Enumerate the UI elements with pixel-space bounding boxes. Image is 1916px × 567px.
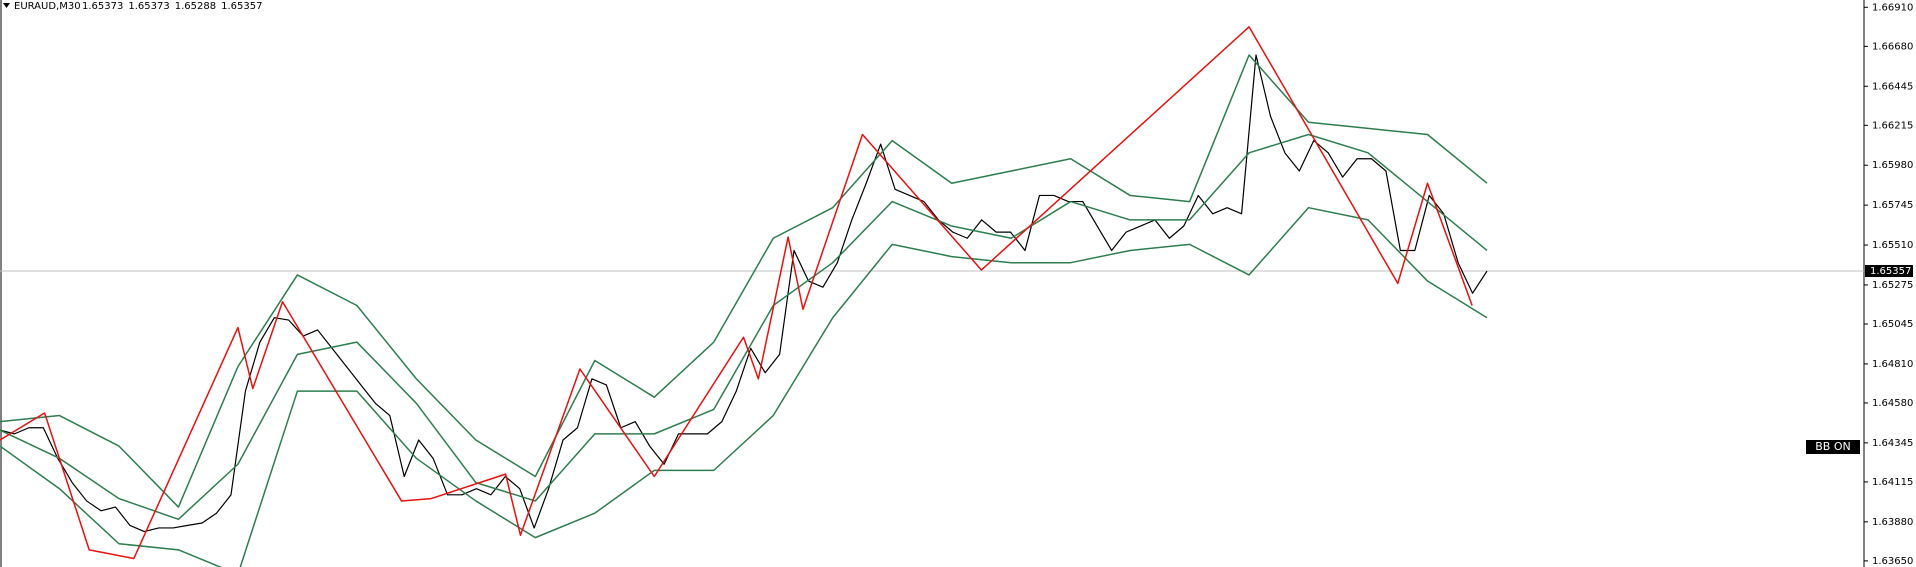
y-tick-label: 1.63880 — [1872, 517, 1913, 528]
y-tick-label: 1.64810 — [1872, 359, 1913, 370]
y-tick-label: 1.65510 — [1872, 240, 1913, 251]
axis-labels: 1.66910 1.66680 1.66445 1.66215 1.65980 1.657… — [1806, 2, 1913, 567]
bollinger-band — [0, 133, 1488, 521]
ohlc-header: 1.65373 1.65373 1.65288 1.65357 — [82, 1, 262, 12]
y-tick-label: 1.65745 — [1872, 200, 1913, 211]
y-tick-label: 1.65980 — [1872, 160, 1913, 171]
indicator-label: BB ON — [1815, 440, 1850, 453]
y-tick-label: 1.66445 — [1872, 81, 1913, 92]
y-tick-label: 1.66910 — [1872, 2, 1913, 13]
bollinger-band — [0, 54, 1488, 508]
price-line — [0, 54, 1488, 533]
y-tick-label: 1.65045 — [1872, 319, 1913, 330]
ohlc-value: 1.65357 — [221, 1, 262, 12]
ohlc-value: 1.65373 — [128, 1, 169, 12]
zigzag-line — [0, 26, 1473, 560]
y-tick-label: 1.63650 — [1872, 556, 1913, 567]
indicator-box — [1806, 440, 1860, 454]
ohlc-value: 1.65288 — [175, 1, 216, 12]
y-tick-label: 1.65275 — [1872, 280, 1913, 291]
y-tick-label: 1.64115 — [1872, 477, 1913, 488]
bollinger-band — [0, 206, 1488, 567]
y-tick-label: 1.66215 — [1872, 120, 1913, 131]
menu-triangle — [3, 3, 10, 8]
plot-area — [0, 26, 1864, 567]
ohlc-value: 1.65373 — [82, 1, 123, 12]
y-tick-label: 1.64345 — [1872, 438, 1913, 449]
current-price-box — [1865, 265, 1913, 278]
symbol: EURAUD,M30 — [14, 1, 81, 12]
y-tick-label: 1.66680 — [1872, 41, 1913, 52]
y-tick-label: 1.64580 — [1872, 398, 1913, 409]
current-price-label: 1.65357 — [1870, 266, 1911, 277]
